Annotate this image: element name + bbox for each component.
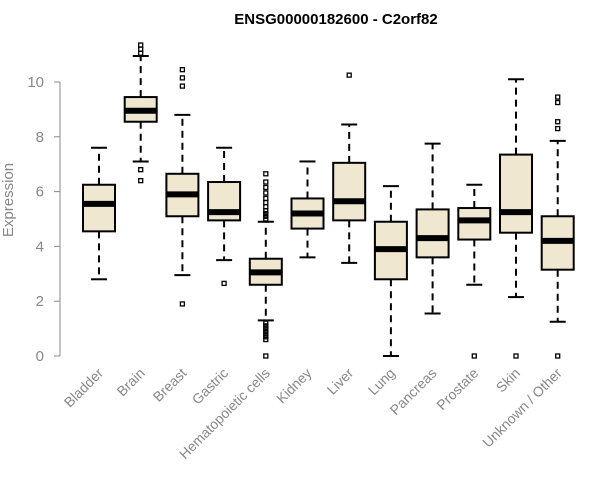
x-tick-label: Brain (113, 365, 147, 399)
outlier-point (263, 325, 269, 332)
x-tick-label: Skin (493, 365, 524, 396)
iqr-box (332, 161, 367, 222)
box-gastric (207, 146, 242, 287)
outlier-point (346, 72, 352, 78)
outlier-point (471, 353, 477, 359)
outlier-point (263, 210, 269, 217)
box-bladder (82, 146, 116, 281)
box-kidney (290, 160, 325, 259)
box-group (82, 42, 575, 359)
outlier-point (263, 179, 269, 185)
outlier-point (263, 213, 269, 219)
box-prostate (457, 183, 492, 359)
outlier-point (263, 323, 269, 329)
outlier-point (263, 195, 269, 202)
iqr-box (82, 183, 116, 233)
x-tick-label: Unknown / Other (479, 365, 565, 451)
outlier-point (263, 334, 269, 340)
outlier-point (179, 75, 186, 81)
outlier-point (263, 320, 269, 326)
iqr-box (457, 207, 492, 241)
outlier-point (138, 46, 144, 52)
outlier-point (221, 280, 227, 287)
y-axis-label: Expression (0, 163, 17, 237)
outlier-point (263, 171, 269, 177)
x-tick-label: Kidney (273, 365, 315, 407)
box-brain (123, 42, 158, 184)
y-tick-label: 0 (36, 348, 44, 365)
outlier-point (138, 177, 144, 184)
outlier-point (138, 167, 144, 173)
x-tick-label: Bladder (61, 365, 107, 411)
y-tick-label: 6 (36, 184, 44, 201)
y-tick-label: 4 (36, 238, 44, 255)
x-tick-label: Lung (365, 365, 398, 398)
outlier-point (138, 42, 144, 48)
outlier-point (263, 216, 269, 222)
outlier-point (263, 184, 269, 191)
x-tick-label: Liver (324, 365, 357, 398)
outlier-point (263, 331, 269, 337)
box-pancreas (415, 142, 450, 315)
outlier-point (555, 353, 561, 359)
y-tick-label: 10 (27, 74, 44, 91)
box-unknown-other (540, 94, 575, 359)
y-axis: 0 2 4 6 8 10 (27, 74, 61, 365)
box-hematopoietic-cells (248, 171, 283, 359)
chart-title: ENSG00000182600 - C2orf82 (234, 11, 437, 28)
outlier-point (263, 190, 269, 196)
outlier-point (555, 119, 561, 125)
outlier-point (179, 83, 186, 89)
iqr-box (415, 208, 450, 259)
y-tick-label: 2 (36, 293, 44, 310)
outlier-point (263, 199, 269, 206)
box-breast (165, 67, 200, 307)
outlier-point (263, 204, 269, 210)
outlier-point (555, 99, 561, 106)
box-lung (373, 185, 408, 357)
y-tick-label: 8 (36, 129, 44, 146)
box-skin (499, 78, 533, 359)
outlier-point (555, 125, 561, 132)
outlier-point (263, 328, 269, 334)
outlier-point (555, 94, 561, 100)
iqr-box (499, 153, 533, 234)
x-tick-label: Prostate (433, 365, 481, 413)
outlier-point (263, 336, 269, 343)
outlier-point (263, 208, 269, 214)
outlier-point (513, 353, 519, 359)
outlier-point (263, 353, 269, 359)
x-tick-label: Breast (150, 365, 190, 405)
outlier-point (179, 67, 186, 73)
outlier-point (179, 301, 186, 307)
outlier-point (138, 50, 144, 56)
box-liver (332, 72, 367, 264)
